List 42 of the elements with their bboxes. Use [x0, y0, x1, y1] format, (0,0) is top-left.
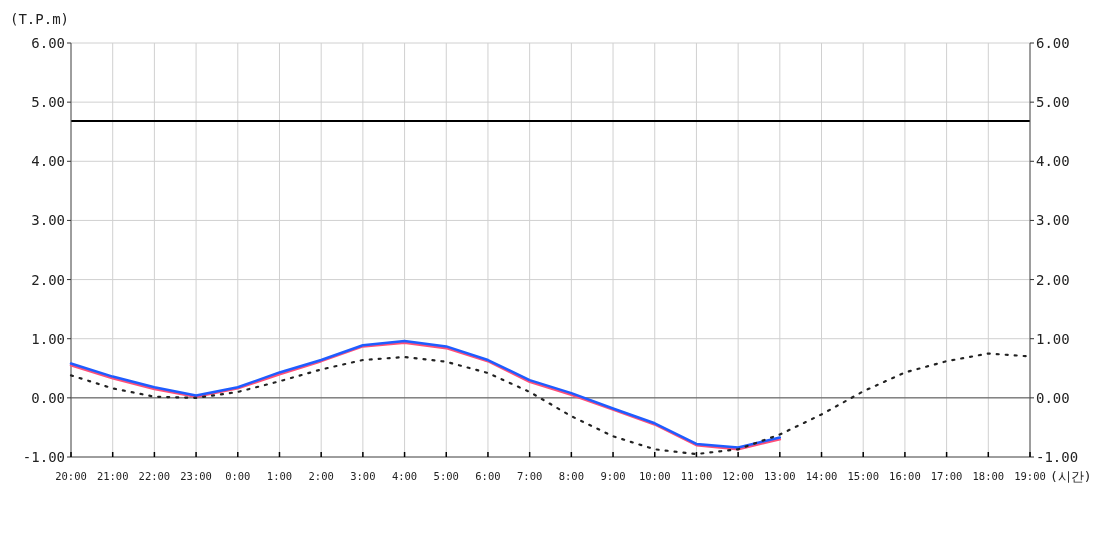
- y-axis-title: (T.P.m): [10, 11, 70, 27]
- x-tick-label: 18:00: [972, 470, 1005, 482]
- x-tick-label: 5:00: [433, 470, 459, 482]
- y-tick-label: 6.00: [31, 35, 65, 51]
- y2-tick-label: 6.00: [1036, 35, 1070, 51]
- y-tick-label: 2.00: [31, 271, 65, 288]
- x-tick-label: 20:00: [55, 470, 87, 482]
- x-tick-label: 1:00: [266, 470, 293, 482]
- x-tick-label: 15:00: [847, 470, 880, 482]
- x-tick-label: 8:00: [558, 470, 584, 482]
- x-tick-label: 13:00: [764, 470, 796, 482]
- y-tick-label: 4.00: [31, 153, 65, 170]
- y2-tick-label: -1.00: [1036, 449, 1079, 465]
- x-tick-label: 4:00: [391, 470, 418, 482]
- x-tick-label: 0:00: [225, 470, 251, 482]
- x-tick-label: 19:00: [1014, 470, 1046, 482]
- x-tick-label: 10:00: [638, 470, 671, 482]
- y-tick-label: 5.00: [31, 94, 65, 111]
- x-axis-title: (시간): [1050, 469, 1092, 484]
- x-tick-label: 21:00: [96, 470, 129, 482]
- y-tick-label: -1.00: [22, 449, 65, 465]
- x-tick-label: 17:00: [930, 470, 963, 482]
- x-tick-label: 23:00: [180, 470, 212, 482]
- x-tick-label: 2:00: [308, 470, 334, 482]
- y-tick-label: 1.00: [31, 330, 65, 347]
- y-tick-label: 3.00: [31, 212, 65, 229]
- x-tick-label: 11:00: [680, 470, 713, 482]
- x-tick-label: 16:00: [889, 470, 921, 482]
- x-tick-label: 6:00: [475, 470, 501, 482]
- y2-tick-label: 2.00: [1036, 271, 1070, 288]
- y-tick-label: 0.00: [31, 389, 65, 406]
- x-tick-label: 3:00: [350, 470, 376, 482]
- x-tick-label: 12:00: [722, 470, 754, 482]
- y2-tick-label: 1.00: [1036, 330, 1070, 347]
- x-tick-label: 7:00: [517, 470, 543, 482]
- x-tick-label: 14:00: [805, 470, 838, 482]
- y2-tick-label: 0.00: [1036, 389, 1070, 406]
- x-tick-label: 9:00: [600, 470, 626, 482]
- x-tick-label: 22:00: [138, 470, 171, 482]
- y2-tick-label: 3.00: [1036, 212, 1070, 229]
- y2-tick-label: 5.00: [1036, 94, 1070, 111]
- y2-tick-label: 4.00: [1036, 153, 1070, 170]
